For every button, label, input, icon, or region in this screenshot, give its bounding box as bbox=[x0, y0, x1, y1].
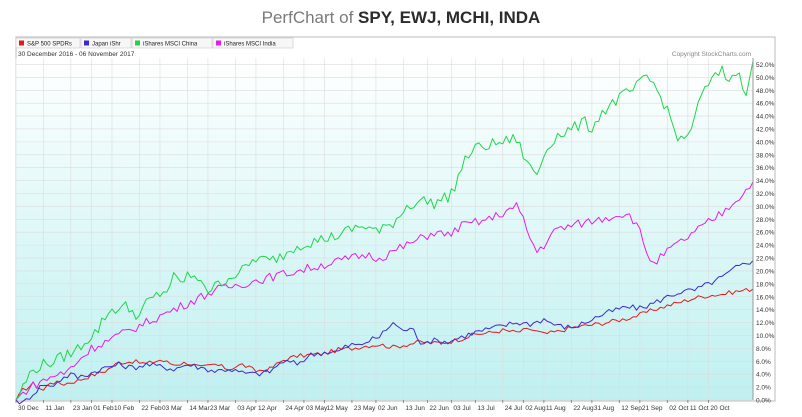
legend-swatch bbox=[84, 40, 89, 46]
legend-label: iShares MSCI China bbox=[143, 42, 198, 48]
x-tick-label: 03 Mar bbox=[162, 405, 183, 412]
x-tick-label: 23 Jan bbox=[73, 405, 93, 412]
legend-swatch bbox=[19, 40, 24, 46]
y-tick-label: 6.0% bbox=[756, 359, 771, 366]
y-tick-label: 12.0% bbox=[756, 320, 775, 327]
x-tick-label: 24 Apr bbox=[285, 405, 305, 412]
x-tick-label: 12 Sep bbox=[621, 405, 642, 412]
y-tick-label: 4.0% bbox=[756, 372, 771, 379]
x-tick-label: 03 Apr bbox=[237, 405, 257, 412]
copyright: Copyright StockCharts.com bbox=[672, 51, 751, 58]
x-tick-label: 22 Aug bbox=[573, 405, 594, 412]
y-tick-label: 28.0% bbox=[756, 217, 775, 224]
y-tick-label: 44.0% bbox=[756, 114, 775, 121]
y-tick-label: 32.0% bbox=[756, 191, 775, 198]
y-tick-label: 36.0% bbox=[756, 165, 775, 172]
x-tick-label: 22 Feb bbox=[141, 405, 162, 412]
legend-swatch bbox=[135, 40, 140, 46]
legend-item bbox=[212, 37, 294, 49]
x-tick-label: 23 Mar bbox=[210, 405, 231, 412]
y-tick-label: 16.0% bbox=[756, 294, 775, 301]
y-tick-label: 10.0% bbox=[756, 333, 775, 340]
series-line-spy bbox=[15, 288, 754, 401]
legend: S&P 500 SPDRs Japan iShr iShares MSCI Chin… bbox=[15, 37, 294, 49]
x-tick-label: 22 Jun bbox=[429, 405, 449, 412]
y-tick-label: 34.0% bbox=[756, 178, 775, 185]
y-tick-label: 42.0% bbox=[756, 126, 775, 133]
x-tick-label: 11 Oct bbox=[690, 405, 709, 412]
x-tick-label: 02 Jun bbox=[378, 405, 398, 412]
x-tick-label: 30 Dec bbox=[18, 405, 39, 412]
plot-area bbox=[16, 58, 753, 400]
legend-item bbox=[131, 37, 213, 49]
x-tick-label: 23 May bbox=[354, 405, 376, 412]
legend-label: iShares MSCI India bbox=[224, 42, 276, 48]
y-tick-label: 2.0% bbox=[756, 385, 771, 392]
x-axis: 30 Dec 11 Jan 23 Jan 01 Feb 10 Feb 22 Feb 03 M… bbox=[15, 400, 730, 412]
series-line-mchi bbox=[15, 61, 754, 401]
legend-swatch bbox=[216, 40, 221, 46]
legend-label: Japan iShr bbox=[92, 42, 121, 48]
y-tick-label: 50.0% bbox=[756, 75, 775, 82]
y-axis: 0.0% 2.0% 4.0% 6.0% 8.0% 10.0% 12.0% 14.0% 16.0%… bbox=[756, 62, 775, 405]
legend-label: S&P 500 SPDRs bbox=[27, 42, 72, 48]
x-tick-label: 31 Aug bbox=[594, 405, 615, 412]
y-tick-label: 38.0% bbox=[756, 152, 775, 159]
x-tick-label: 13 Jun bbox=[405, 405, 425, 412]
y-tick-label: 48.0% bbox=[756, 88, 775, 95]
series-line-inda bbox=[15, 181, 754, 401]
x-tick-label: 11 Jan bbox=[45, 405, 64, 412]
series-lines bbox=[15, 61, 754, 405]
x-tick-label: 24 Jul bbox=[505, 405, 523, 412]
x-tick-label: 12 May bbox=[327, 405, 349, 412]
y-tick-label: 18.0% bbox=[756, 281, 775, 288]
x-tick-label: 02 Oct bbox=[669, 405, 688, 412]
x-tick-label: 01 Feb bbox=[93, 405, 114, 412]
x-tick-label: 03 Jul bbox=[453, 405, 471, 412]
y-tick-label: 20.0% bbox=[756, 268, 775, 275]
x-tick-label: 20 Oct bbox=[710, 405, 729, 412]
chart-title: PerfChart of SPY, EWJ, MCHI, INDA bbox=[0, 8, 802, 28]
y-tick-label: 30.0% bbox=[756, 204, 775, 211]
legend-item bbox=[15, 37, 81, 49]
y-tick-label: 52.0% bbox=[756, 62, 775, 69]
x-tick-label: 03 May bbox=[306, 405, 328, 412]
title-prefix: PerfChart of bbox=[261, 8, 354, 27]
legend-item bbox=[80, 37, 132, 49]
y-tick-label: 26.0% bbox=[756, 230, 775, 237]
y-tick-label: 14.0% bbox=[756, 307, 775, 314]
y-tick-label: 24.0% bbox=[756, 243, 775, 250]
x-tick-label: 13 Jul bbox=[477, 405, 495, 412]
x-tick-label: 14 Mar bbox=[189, 405, 210, 412]
date-range: 30 December 2016 - 06 November 2017 bbox=[18, 51, 135, 58]
grid bbox=[15, 58, 753, 401]
series-line-ewj bbox=[15, 260, 754, 405]
x-tick-label: 11 Aug bbox=[546, 405, 566, 412]
title-symbols: SPY, EWJ, MCHI, INDA bbox=[358, 8, 541, 27]
y-tick-label: 22.0% bbox=[756, 256, 775, 263]
x-tick-label: 21 Sep bbox=[642, 405, 663, 412]
x-tick-label: 12 Apr bbox=[258, 405, 278, 412]
y-tick-label: 40.0% bbox=[756, 139, 775, 146]
x-tick-label: 10 Feb bbox=[114, 405, 135, 412]
y-tick-label: 46.0% bbox=[756, 101, 775, 108]
y-tick-label: 8.0% bbox=[756, 346, 771, 353]
x-tick-label: 02 Aug bbox=[525, 405, 546, 412]
y-tick-label: 0.0% bbox=[756, 398, 771, 405]
